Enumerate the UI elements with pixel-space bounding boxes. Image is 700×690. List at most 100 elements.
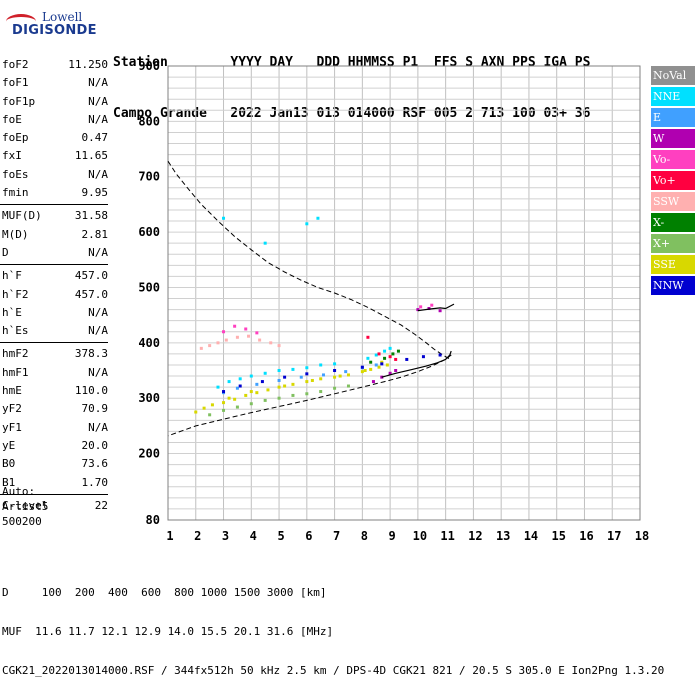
- footer-muf-row: MUF 11.6 11.7 12.1 12.9 14.0 15.5 20.1 3…: [2, 625, 334, 638]
- legend-item: W: [651, 129, 695, 148]
- parameter-panel: foF2 11.250 foF1 N/A foF1p N/A foE N/A foEp 0.47 f…: [0, 56, 112, 515]
- param-name: foF1p: [2, 94, 36, 108]
- data-point-w: [394, 369, 398, 373]
- data-point-sse: [380, 360, 384, 364]
- data-point-sse: [222, 401, 226, 405]
- param-name: yF2: [2, 402, 22, 416]
- y-tick-label: 800: [138, 114, 160, 128]
- x-tick-label: 2: [194, 529, 201, 543]
- param-row: hmF2 378.3: [0, 345, 112, 363]
- data-point-ssw: [216, 341, 220, 345]
- param-separator: [0, 264, 108, 266]
- param-row: D N/A: [0, 244, 112, 262]
- x-tick-label: 4: [250, 529, 257, 543]
- data-point-sse: [249, 390, 253, 394]
- data-point-e: [321, 373, 325, 377]
- data-point-vo: [222, 330, 226, 334]
- param-value: 31.58: [74, 209, 108, 223]
- legend-item: Vo+: [651, 171, 695, 190]
- data-point-ssw: [258, 338, 262, 342]
- autoscaling-info: Auto: Artist5 500200: [2, 484, 48, 529]
- data-point-vo: [419, 305, 423, 309]
- logo-line2: DIGISONDE: [12, 23, 97, 38]
- param-row: foF1 N/A: [0, 74, 112, 92]
- data-point-vo: [233, 324, 237, 328]
- y-tick-label: 400: [138, 336, 160, 350]
- data-point-nne: [291, 367, 295, 371]
- data-point-nnw: [421, 355, 425, 359]
- data-point-sse: [202, 406, 206, 410]
- data-point-sse: [233, 397, 237, 401]
- data-point-nnw: [222, 390, 226, 394]
- data-point-ssw: [247, 334, 251, 338]
- data-point-sse: [194, 410, 198, 414]
- y-tick-label: 600: [138, 225, 160, 239]
- auto-line1: Auto:: [2, 485, 36, 498]
- data-point-x: [383, 356, 387, 360]
- f-trace-line: [381, 350, 452, 378]
- data-point-x: [396, 349, 400, 353]
- param-row: M(D) 2.81: [0, 226, 112, 244]
- data-point-w: [438, 309, 442, 313]
- param-value: 73.6: [81, 457, 109, 471]
- param-separator: [0, 342, 108, 344]
- x-tick-label: 7: [333, 529, 340, 543]
- data-point-sse: [310, 378, 314, 382]
- param-value: 0.47: [81, 131, 109, 145]
- legend-item: X-: [651, 213, 695, 232]
- y-tick-label: 200: [138, 447, 160, 461]
- data-point-vo: [430, 303, 434, 307]
- param-row: hmE 110.0: [0, 382, 112, 400]
- data-point-nnw: [305, 372, 309, 376]
- param-row: yE 20.0: [0, 437, 112, 455]
- x-tick-label: 13: [496, 529, 510, 543]
- data-point-ssw: [208, 344, 212, 348]
- data-point-e: [255, 382, 259, 386]
- param-row: foEs N/A: [0, 166, 112, 184]
- data-point-x: [291, 393, 295, 397]
- param-row: C-level 22: [0, 497, 112, 515]
- data-point-e: [235, 386, 239, 390]
- footer-distance-row: D 100 200 400 600 800 1000 1500 3000 [km…: [2, 586, 327, 599]
- polarization-legend: NoVal NNE E W Vo- Vo+ SSW X- X+ SSE NNW: [651, 66, 695, 297]
- data-point-ssw: [277, 344, 281, 348]
- param-value: N/A: [88, 420, 108, 434]
- data-point-ssw: [199, 346, 203, 350]
- param-value: 22: [94, 498, 108, 512]
- x-tick-label: 11: [440, 529, 454, 543]
- data-point-nnw: [260, 380, 264, 384]
- logo-swoosh: [6, 14, 36, 29]
- data-point-sse: [255, 391, 259, 395]
- param-row: B0 73.6: [0, 455, 112, 473]
- x-tick-label: 5: [277, 529, 284, 543]
- footer-info: D 100 200 400 600 800 1000 1500 3000 [km…: [2, 560, 664, 690]
- legend-item: SSW: [651, 192, 695, 211]
- auto-line2: Artist5: [2, 500, 49, 513]
- data-point-nnw: [405, 357, 409, 361]
- param-row: foEp 0.47: [0, 129, 112, 147]
- data-point-e: [299, 375, 303, 379]
- param-value: N/A: [88, 365, 108, 379]
- data-point-vo: [255, 331, 259, 335]
- x-tick-label: 8: [361, 529, 368, 543]
- y-tick-label: 700: [138, 170, 160, 184]
- y-tick-label: 80: [146, 513, 160, 527]
- y-tick-label: 500: [138, 280, 160, 294]
- data-point-sse: [369, 367, 373, 371]
- data-point-nne: [374, 353, 378, 357]
- data-point-vo: [377, 352, 381, 356]
- param-name: h`Es: [2, 324, 29, 338]
- data-point-sse: [319, 377, 323, 381]
- data-point-sse: [363, 369, 367, 373]
- data-point-sse: [210, 403, 214, 407]
- x-tick-label: 14: [524, 529, 538, 543]
- plot-frame: [167, 65, 641, 521]
- legend-item: NNE: [651, 87, 695, 106]
- param-name: yE: [2, 438, 16, 452]
- legend-item: Vo-: [651, 150, 695, 169]
- data-point-nne: [263, 241, 267, 245]
- param-row: yF2 70.9: [0, 400, 112, 418]
- x-tick-label: 18: [635, 529, 649, 543]
- data-point-x: [391, 352, 395, 356]
- param-value: N/A: [88, 94, 108, 108]
